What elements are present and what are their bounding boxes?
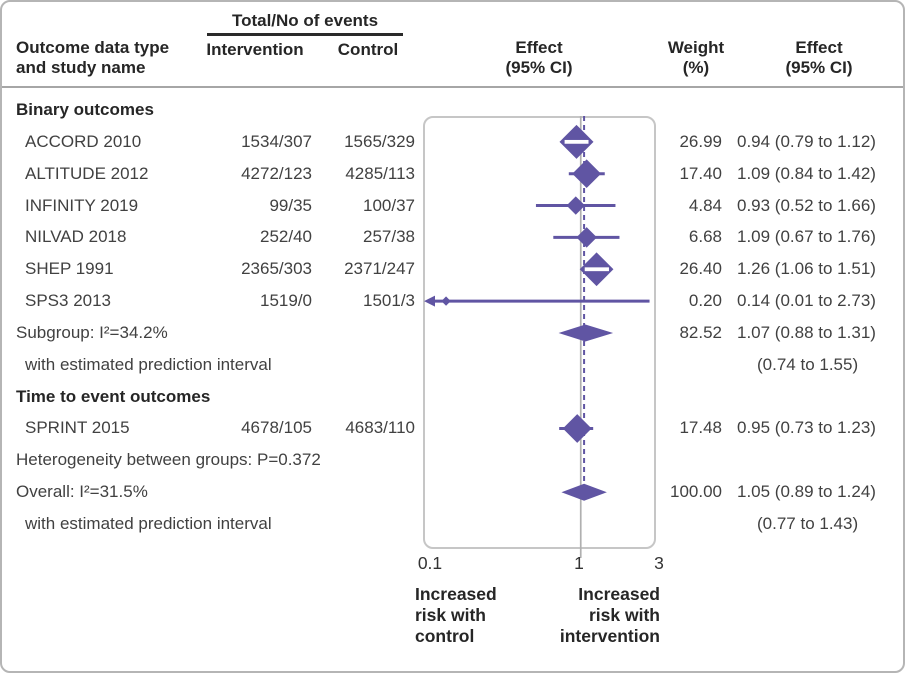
study-name: ACCORD 2010: [25, 132, 142, 151]
table-row-altitude-2012: ALTITUDE 2012 4272/123 4285/113 17.40 1.…: [2, 158, 903, 190]
intervention-events: 1519/0: [260, 291, 312, 310]
weight-value: 0.20: [688, 291, 722, 310]
effect-value: 1.09 (0.67 to 1.76): [737, 227, 876, 246]
effect-value: 0.93 (0.52 to 1.66): [737, 196, 876, 215]
weight-value: 26.99: [679, 132, 722, 151]
overall-label: Overall: I²=31.5%: [16, 482, 148, 501]
study-name: NILVAD 2018: [25, 227, 127, 246]
study-column-header: Outcome data type and study name: [16, 38, 170, 77]
intervention-events: 1534/307: [241, 132, 312, 151]
axis-tick-0-1: 0.1: [417, 553, 443, 573]
control-events: 4285/113: [345, 164, 415, 183]
group-header-binary-outcomes: Binary outcomes: [2, 94, 903, 126]
intervention-events: 2365/303: [241, 259, 312, 278]
intervention-events: 99/35: [269, 196, 312, 215]
effect-value: 0.14 (0.01 to 2.73): [737, 291, 876, 310]
group-label: Time to event outcomes: [16, 387, 211, 406]
control-events: 257/38: [363, 227, 415, 246]
effect-value: 1.26 (1.06 to 1.51): [737, 259, 876, 278]
subgroup-label: Subgroup: I²=34.2%: [16, 323, 168, 342]
table-row-heterogeneity: Heterogeneity between groups: P=0.372: [2, 444, 903, 476]
study-name: SHEP 1991: [25, 259, 114, 278]
control-events: 100/37: [363, 196, 415, 215]
effect-value: 1.05 (0.89 to 1.24): [737, 482, 876, 501]
weight-value: 26.40: [679, 259, 722, 278]
axis-tick-3: 3: [654, 553, 664, 573]
axis-label-increased-risk-control: Increased risk with control: [415, 584, 497, 646]
prediction-interval-value: (0.74 to 1.55): [757, 355, 859, 374]
effect-plot-column-header: Effect (95% CI): [505, 38, 573, 77]
group-header-time-to-event-outcomes: Time to event outcomes: [2, 381, 903, 413]
header-divider: [2, 86, 903, 88]
weight-value: 17.48: [679, 418, 722, 437]
axis-tick-1: 1: [574, 553, 584, 573]
prediction-interval-label: with estimated prediction interval: [25, 355, 272, 374]
prediction-interval-value: (0.77 to 1.43): [757, 514, 859, 533]
effect-value: 1.09 (0.84 to 1.42): [737, 164, 876, 183]
table-row-sps3-2013: SPS3 2013 1519/0 1501/3 0.20 0.14 (0.01 …: [2, 285, 903, 317]
effect-value: 1.07 (0.88 to 1.31): [737, 323, 876, 342]
group-label: Binary outcomes: [16, 100, 154, 119]
effect-value: 0.95 (0.73 to 1.23): [737, 418, 876, 437]
effect-text-column-header: Effect (95% CI): [785, 38, 853, 77]
weight-value: 4.84: [688, 196, 722, 215]
table-row-sprint-2015: SPRINT 2015 4678/105 4683/110 17.48 0.95…: [2, 412, 903, 444]
weight-value: 100.00: [670, 482, 722, 501]
effect-value: 0.94 (0.79 to 1.12): [737, 132, 876, 151]
intervention-events: 4272/123: [241, 164, 312, 183]
table-row-accord-2010: ACCORD 2010 1534/307 1565/329 26.99 0.94…: [2, 126, 903, 158]
axis-label-increased-risk-intervention: Increased risk with intervention: [559, 584, 660, 646]
control-events: 1565/329: [344, 132, 415, 151]
table-row-nilvad-2018: NILVAD 2018 252/40 257/38 6.68 1.09 (0.6…: [2, 221, 903, 253]
intervention-column-header: Intervention: [206, 40, 304, 59]
study-name: SPS3 2013: [25, 291, 112, 310]
events-header-underline: [207, 33, 403, 36]
control-column-header: Control: [337, 40, 399, 59]
weight-value: 6.68: [688, 227, 722, 246]
control-events: 4683/110: [345, 418, 415, 437]
table-row-subgroup-prediction-interval: with estimated prediction interval (0.74…: [2, 349, 903, 381]
intervention-events: 4678/105: [241, 418, 312, 437]
table-row-shep-1991: SHEP 1991 2365/303 2371/247 26.40 1.26 (…: [2, 253, 903, 285]
control-events: 2371/247: [344, 259, 415, 278]
study-name: INFINITY 2019: [25, 196, 139, 215]
intervention-events: 252/40: [260, 227, 312, 246]
study-name: ALTITUDE 2012: [25, 164, 149, 183]
study-name: SPRINT 2015: [25, 418, 130, 437]
prediction-interval-label: with estimated prediction interval: [25, 514, 272, 533]
events-column-header: Total/No of events: [231, 11, 379, 30]
control-events: 1501/3: [363, 291, 415, 310]
weight-value: 17.40: [679, 164, 722, 183]
plot-panel: [423, 116, 656, 549]
table-row-overall-prediction-interval: with estimated prediction interval (0.77…: [2, 508, 903, 540]
weight-column-header: Weight (%): [667, 38, 725, 77]
weight-value: 82.52: [679, 323, 722, 342]
table-row-overall-summary: Overall: I²=31.5% 100.00 1.05 (0.89 to 1…: [2, 476, 903, 508]
table-row-subgroup-summary: Subgroup: I²=34.2% 82.52 1.07 (0.88 to 1…: [2, 317, 903, 349]
heterogeneity-label: Heterogeneity between groups: P=0.372: [16, 450, 321, 469]
table-row-infinity-2019: INFINITY 2019 99/35 100/37 4.84 0.93 (0.…: [2, 190, 903, 222]
